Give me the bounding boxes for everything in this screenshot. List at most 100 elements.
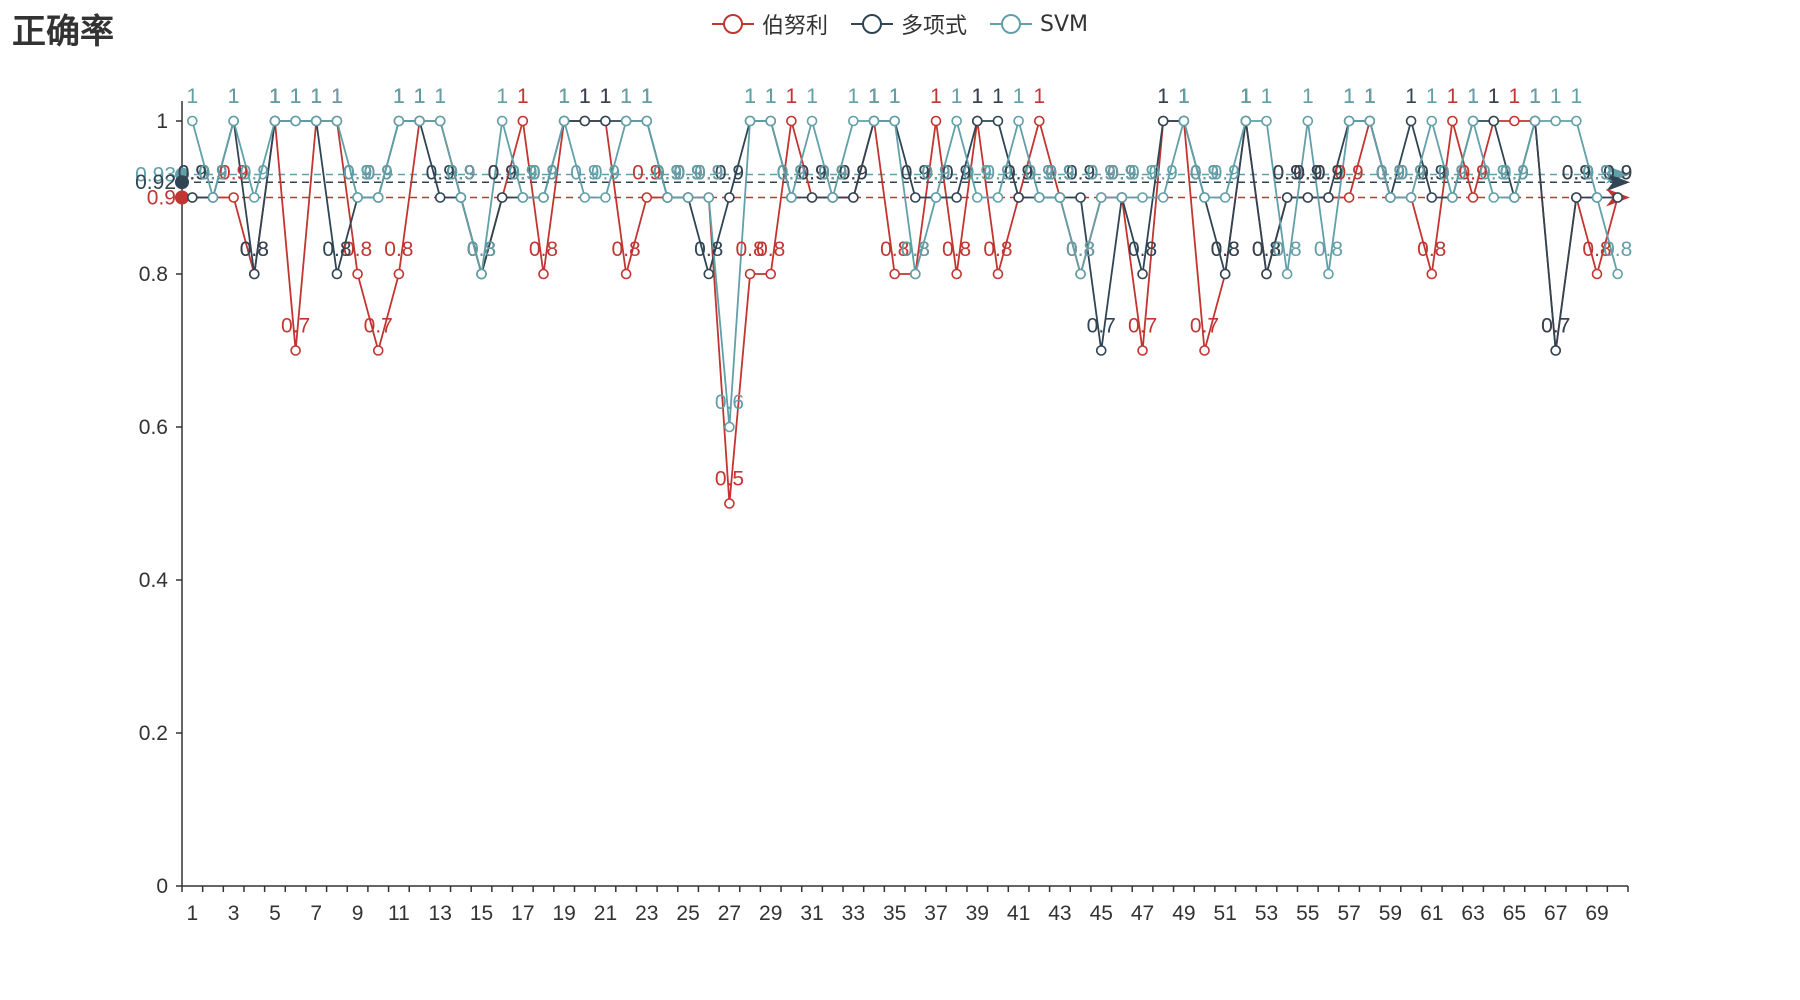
data-label: 0.9 [1045,162,1074,185]
data-label: 1 [1033,85,1045,108]
data-label: 1 [269,85,281,108]
data-point [1467,115,1479,127]
data-point [434,115,446,127]
data-label: 0.9 [942,162,971,185]
data-point [1157,115,1169,127]
data-label: 0.9 [1314,162,1343,185]
data-label: 0.9 [673,162,702,185]
data-point [187,115,198,127]
data-label: 0.9 [694,162,723,185]
data-label: 0.8 [1252,238,1281,261]
data-label: 0.9 [818,162,847,185]
data-label: 1 [868,85,880,108]
data-label: 0.9 [488,162,517,185]
legend-item-bernoulli[interactable]: 伯努利 [711,8,828,40]
series-line [192,117,1618,351]
data-label: 0.9 [1107,162,1136,185]
x-tick-label: 25 [676,902,699,925]
data-label: 0.9 [777,162,806,185]
x-tick-label: 5 [269,902,281,925]
data-label: 0.8 [1066,238,1095,261]
data-point [992,115,1004,127]
y-tick-label: 0.6 [139,416,168,439]
data-label: 0.5 [715,468,744,491]
data-label: 1 [971,85,983,108]
x-tick-label: 11 [388,902,410,925]
data-label: 0.9 [1335,162,1364,185]
data-label: 1 [310,85,322,108]
data-label: 0.9 [198,162,227,185]
data-point [1426,192,1438,203]
data-label: 0.9 [797,162,826,185]
data-label: 1 [1178,85,1190,108]
data-label: 0.8 [735,238,764,261]
data-point [1116,192,1128,203]
data-label: 0.9 [1603,162,1632,185]
data-point [1281,268,1293,280]
data-point [249,192,260,203]
data-label: 0.7 [1128,315,1157,338]
data-label: 0.7 [1087,315,1116,338]
data-label: 0.8 [467,238,496,261]
data-label: 1 [1529,85,1541,108]
data-label: 1 [414,85,426,108]
data-point [372,192,384,203]
data-label: 1 [496,85,508,108]
data-label: 0.9 [653,162,682,185]
data-point [538,268,549,280]
data-label: 1 [1488,85,1500,108]
data-label: 1 [1529,85,1541,108]
data-label: 0.9 [1025,162,1054,185]
data-label: 0.9 [839,162,868,185]
data-label: 0.8 [1211,238,1240,261]
data-label: 0.9 [446,162,475,185]
data-label: 0.8 [983,238,1012,261]
data-label: 1 [641,85,653,108]
data-point [1095,345,1107,356]
data-label: 1 [228,85,240,108]
mean-label: 0.9 [147,187,176,210]
data-label: 1 [579,85,591,108]
data-label: 0.9 [839,162,868,185]
mean-end-arrow [1606,173,1630,192]
data-point [1488,115,1500,127]
data-label: 0.9 [1603,162,1632,185]
data-point [310,115,322,127]
data-point [724,192,735,203]
data-point [744,115,756,127]
data-label: 0.8 [1273,238,1302,261]
chart-title: 正确率 [12,12,114,52]
data-point [1426,115,1438,127]
x-tick-label: 3 [228,902,240,925]
x-tick-label: 69 [1585,902,1608,925]
data-label: 1 [744,85,756,108]
y-tick-label: 0 [156,875,168,898]
data-label: 0.7 [1541,315,1570,338]
data-label: 0.8 [1128,238,1157,261]
data-label: 0.9 [983,162,1012,185]
data-label: 1 [765,85,777,108]
data-label: 1 [1302,85,1314,108]
y-tick-label: 0.2 [139,722,168,745]
data-label: 1 [889,85,901,108]
x-tick-label: 23 [635,902,658,925]
data-label: 0.7 [364,315,393,338]
data-label: 0.9 [1500,162,1529,185]
legend-item-multinomial[interactable]: 多项式 [851,8,967,40]
data-point [992,268,1004,280]
data-label: 0.8 [240,238,269,261]
data-label: 0.9 [343,162,372,185]
legend-item-svm[interactable]: SVM [990,12,1088,37]
data-label: 0.9 [653,162,682,185]
data-label: 0.8 [529,238,558,261]
data-label: 1 [1240,85,1252,108]
data-point [476,268,487,280]
data-label: 0.9 [921,162,950,185]
data-label: 0.9 [673,162,702,185]
data-label: 0.9 [1128,162,1157,185]
data-point [641,192,653,203]
data-point [1013,115,1024,127]
data-point [951,268,962,280]
data-point [1343,192,1355,203]
data-point [331,115,343,127]
